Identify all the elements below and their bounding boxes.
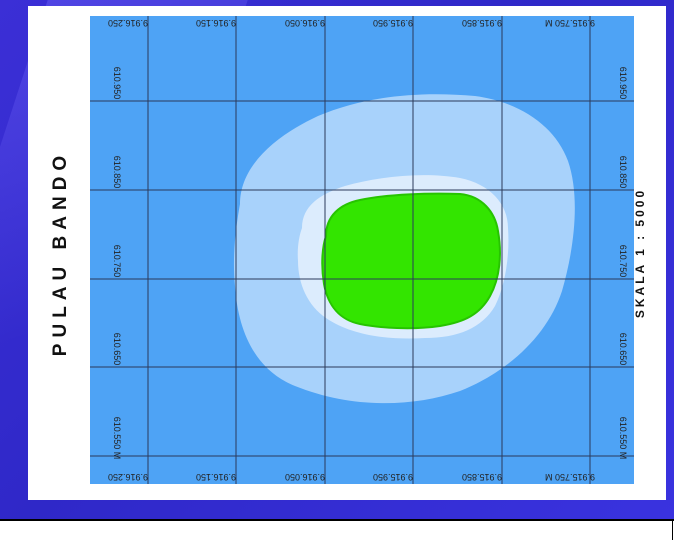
top-label: 9.916.150	[196, 18, 236, 28]
left-label: 610.750	[112, 245, 122, 278]
map-title-text: PULAU BANDO	[50, 149, 71, 357]
right-label: 610.550 M	[618, 417, 628, 460]
right-label: 610.650	[618, 333, 628, 366]
bottom-tick	[672, 521, 673, 540]
top-label: 9.915.950	[373, 18, 413, 28]
right-label: 610.950	[618, 67, 628, 100]
bottom-label: 9.916.150	[196, 472, 236, 482]
map-scale: SKALA 1 : 5000	[614, 6, 666, 500]
left-coordinate-labels: 610.550 M 610.650 610.750 610.850 610.95…	[112, 67, 122, 460]
bottom-divider	[0, 519, 674, 521]
bottom-label: 9.915.950	[373, 472, 413, 482]
right-label: 610.750	[618, 245, 628, 278]
bottom-label: 9.915.750 M	[545, 472, 595, 482]
left-label: 610.650	[112, 333, 122, 366]
left-label: 610.850	[112, 156, 122, 189]
top-label: 9.916.050	[285, 18, 325, 28]
map-title: PULAU BANDO	[28, 6, 94, 500]
bottom-label: 9.915.850	[462, 472, 502, 482]
top-label: 9.915.750 M	[545, 18, 595, 28]
bottom-bar	[0, 519, 674, 540]
island-land	[321, 192, 501, 330]
map-scale-text: SKALA 1 : 5000	[633, 187, 647, 319]
bottom-coordinate-labels: 9.916.250 9.916.150 9.916.050 9.915.950 …	[108, 472, 595, 482]
top-coordinate-labels: 9.916.250 9.916.150 9.916.050 9.915.950 …	[108, 18, 595, 28]
map-frame: 9.916.250 9.916.150 9.916.050 9.915.950 …	[90, 16, 634, 484]
top-label: 9.916.250	[108, 18, 148, 28]
left-label: 610.550 M	[112, 417, 122, 460]
right-label: 610.850	[618, 156, 628, 189]
bathymetry-map: 9.916.250 9.916.150 9.916.050 9.915.950 …	[90, 16, 634, 484]
left-label: 610.950	[112, 67, 122, 100]
map-slide: PULAU BANDO	[28, 6, 666, 500]
coordinate-grid	[90, 16, 634, 484]
right-coordinate-labels: 610.550 M 610.650 610.750 610.850 610.95…	[618, 67, 628, 460]
bottom-label: 9.916.250	[108, 472, 148, 482]
top-label: 9.915.850	[462, 18, 502, 28]
bottom-label: 9.916.050	[285, 472, 325, 482]
